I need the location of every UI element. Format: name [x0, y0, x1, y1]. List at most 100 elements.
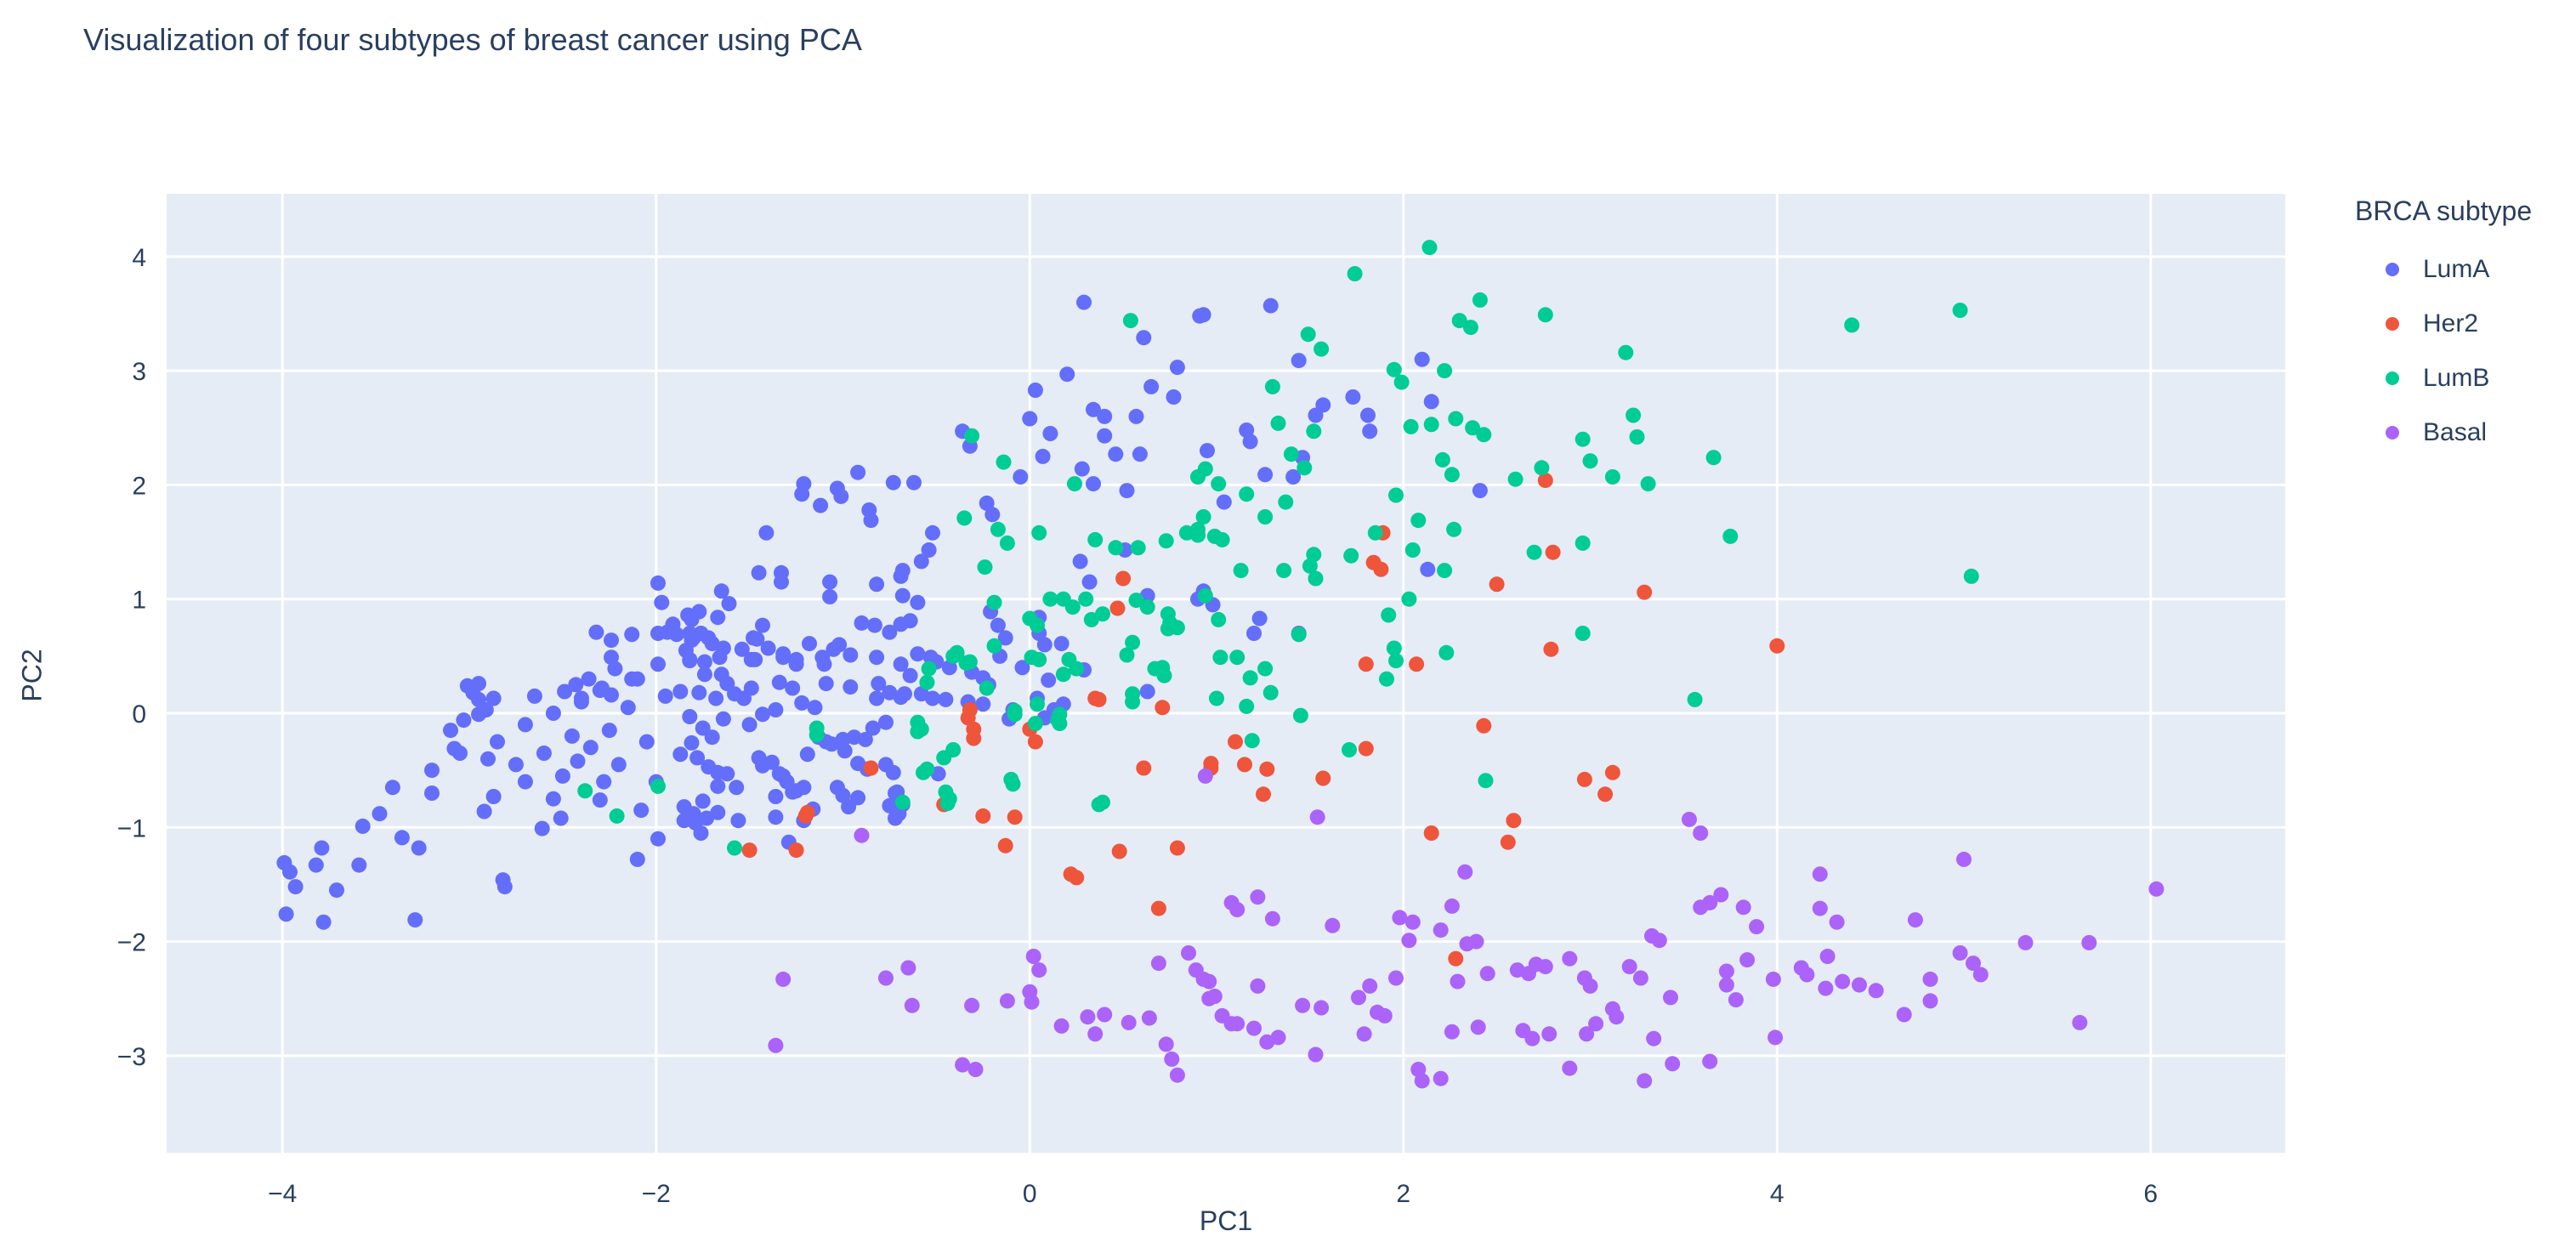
data-point[interactable] — [990, 617, 1006, 633]
data-point[interactable] — [1637, 584, 1653, 600]
data-point[interactable] — [955, 1057, 971, 1073]
data-point[interactable] — [554, 768, 570, 784]
data-point[interactable] — [1818, 980, 1834, 996]
data-point[interactable] — [1083, 611, 1099, 627]
data-point[interactable] — [1575, 535, 1591, 551]
data-point[interactable] — [601, 723, 617, 739]
data-point[interactable] — [710, 610, 726, 626]
data-point[interactable] — [1663, 990, 1678, 1006]
data-point[interactable] — [1381, 607, 1397, 623]
data-point[interactable] — [1097, 428, 1113, 444]
data-point[interactable] — [315, 914, 332, 930]
data-point[interactable] — [1541, 1026, 1558, 1042]
data-point[interactable] — [1259, 761, 1275, 777]
data-point[interactable] — [355, 818, 371, 834]
data-point[interactable] — [1139, 599, 1155, 615]
data-point[interactable] — [1244, 733, 1260, 749]
data-point[interactable] — [1078, 591, 1094, 607]
data-point[interactable] — [604, 632, 619, 649]
data-point[interactable] — [1718, 977, 1734, 993]
data-point[interactable] — [1963, 568, 1979, 584]
data-point[interactable] — [1197, 768, 1213, 784]
data-point[interactable] — [1718, 963, 1734, 979]
data-point[interactable] — [1042, 591, 1058, 607]
data-point[interactable] — [921, 661, 937, 677]
data-point[interactable] — [758, 525, 775, 541]
data-point[interactable] — [1309, 809, 1325, 825]
data-point[interactable] — [2072, 1014, 2088, 1030]
data-point[interactable] — [553, 810, 569, 826]
data-point[interactable] — [1223, 894, 1240, 910]
data-point[interactable] — [788, 651, 804, 667]
data-point[interactable] — [1437, 363, 1453, 379]
data-point[interactable] — [508, 757, 524, 773]
data-point[interactable] — [1604, 469, 1620, 485]
data-point[interactable] — [878, 714, 894, 730]
data-point[interactable] — [910, 646, 926, 662]
data-point[interactable] — [775, 971, 792, 987]
data-point[interactable] — [1351, 990, 1366, 1006]
data-point[interactable] — [997, 630, 1013, 646]
data-point[interactable] — [1115, 570, 1132, 587]
data-point[interactable] — [891, 806, 907, 822]
data-point[interactable] — [1050, 712, 1066, 729]
data-point[interactable] — [693, 825, 709, 841]
data-point[interactable] — [1722, 528, 1739, 544]
data-point[interactable] — [496, 879, 513, 895]
data-point[interactable] — [545, 706, 561, 721]
data-point[interactable] — [1197, 587, 1213, 604]
data-point[interactable] — [710, 804, 726, 820]
data-point[interactable] — [490, 734, 505, 750]
data-point[interactable] — [967, 1062, 984, 1077]
data-point[interactable] — [1053, 1018, 1070, 1034]
data-point[interactable] — [557, 683, 573, 700]
data-point[interactable] — [902, 613, 918, 629]
data-point[interactable] — [1907, 912, 1923, 928]
data-point[interactable] — [833, 488, 849, 504]
data-point[interactable] — [1314, 341, 1330, 357]
data-point[interactable] — [986, 594, 1002, 610]
data-point[interactable] — [785, 680, 801, 696]
data-point[interactable] — [904, 997, 920, 1013]
data-point[interactable] — [730, 813, 746, 829]
data-point[interactable] — [1109, 600, 1126, 616]
data-point[interactable] — [1537, 307, 1553, 323]
data-point[interactable] — [1270, 1029, 1286, 1046]
data-point[interactable] — [1388, 653, 1404, 669]
data-point[interactable] — [1526, 544, 1542, 560]
data-point[interactable] — [624, 627, 640, 643]
data-point[interactable] — [1080, 1009, 1096, 1025]
data-point[interactable] — [1358, 740, 1374, 757]
data-point[interactable] — [1158, 1036, 1174, 1052]
data-point[interactable] — [964, 997, 980, 1013]
data-point[interactable] — [596, 774, 612, 790]
data-point[interactable] — [941, 791, 957, 807]
data-point[interactable] — [1626, 407, 1642, 423]
data-point[interactable] — [1229, 649, 1245, 666]
data-point[interactable] — [729, 780, 745, 796]
data-point[interactable] — [308, 857, 324, 873]
data-point[interactable] — [1665, 1056, 1681, 1072]
data-point[interactable] — [956, 510, 973, 526]
data-point[interactable] — [727, 840, 742, 856]
data-point[interactable] — [1025, 949, 1041, 964]
data-point[interactable] — [372, 806, 388, 822]
data-point[interactable] — [1111, 843, 1127, 859]
data-point[interactable] — [1972, 967, 1989, 983]
data-point[interactable] — [938, 691, 954, 707]
data-point[interactable] — [1325, 917, 1341, 933]
data-point[interactable] — [986, 638, 1002, 654]
data-point[interactable] — [2081, 934, 2097, 950]
data-point[interactable] — [1632, 970, 1648, 986]
data-point[interactable] — [1169, 360, 1185, 376]
data-point[interactable] — [1421, 240, 1438, 256]
legend-item-luma[interactable]: LumA — [2355, 242, 2532, 297]
data-point[interactable] — [1095, 794, 1110, 810]
data-point[interactable] — [741, 717, 757, 733]
data-point[interactable] — [689, 750, 706, 766]
data-point[interactable] — [1472, 292, 1488, 308]
data-point[interactable] — [1211, 476, 1227, 492]
data-point[interactable] — [1713, 887, 1729, 903]
data-point[interactable] — [979, 495, 995, 511]
data-point[interactable] — [1438, 644, 1455, 661]
